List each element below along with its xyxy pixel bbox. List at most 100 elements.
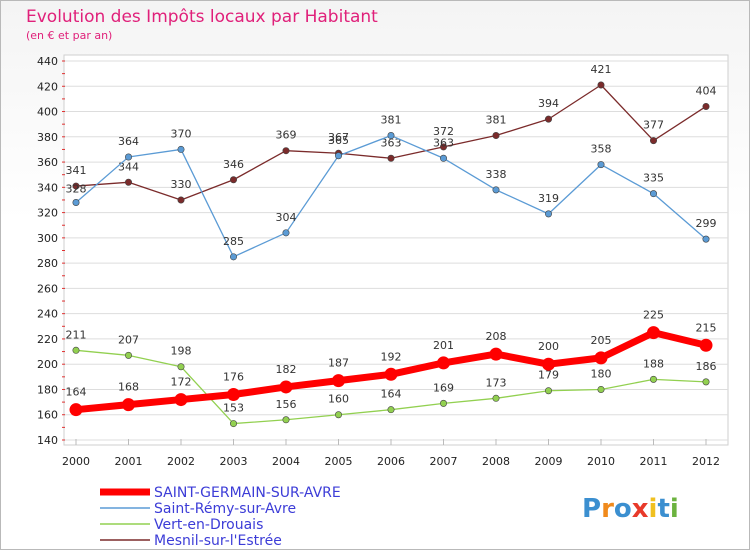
- y-tick-label: 260: [37, 282, 58, 295]
- data-point: [542, 357, 555, 371]
- y-tick-label: 320: [37, 207, 58, 220]
- data-point: [279, 380, 293, 394]
- chart-title: Evolution des Impôts locaux par Habitant: [26, 7, 378, 27]
- data-label: 180: [591, 367, 612, 380]
- series-3: 211 207 198 153 156 160 164 169 173 179 180 188 186: [66, 328, 717, 428]
- data-label: 319: [538, 192, 559, 205]
- x-tick-label: 2006: [377, 455, 405, 468]
- data-label: 367: [328, 131, 349, 144]
- data-point: [387, 406, 395, 414]
- x-tick-label: 2003: [220, 455, 248, 468]
- y-tick-label: 240: [37, 308, 58, 321]
- data-label: 188: [643, 357, 664, 370]
- data-label: 186: [696, 360, 717, 373]
- data-point: [282, 229, 290, 237]
- data-point: [492, 132, 500, 140]
- y-tick-label: 280: [37, 257, 58, 270]
- data-point: [702, 235, 710, 243]
- data-label: 381: [486, 114, 507, 127]
- logo-letter: t: [657, 494, 669, 524]
- data-point: [594, 351, 608, 365]
- data-point: [227, 388, 240, 402]
- x-tick-label: 2005: [325, 455, 353, 468]
- x-tick-label: 2004: [272, 455, 300, 468]
- data-label: 363: [381, 136, 402, 149]
- data-point: [230, 253, 238, 261]
- legend-label: SAINT-GERMAIN-SUR-AVRE: [154, 485, 341, 501]
- data-point: [649, 137, 657, 145]
- data-label: 365: [328, 134, 349, 147]
- data-label: 381: [381, 114, 402, 127]
- data-label: 372: [433, 125, 454, 138]
- data-point: [282, 147, 290, 155]
- y-tick-label: 180: [37, 383, 58, 396]
- data-label: 164: [381, 388, 402, 401]
- data-point: [387, 154, 395, 162]
- logo-letter: i: [649, 494, 658, 524]
- data-label: 173: [486, 376, 507, 389]
- data-label: 187: [328, 357, 349, 370]
- x-tick-label: 2010: [587, 455, 615, 468]
- data-label: 370: [171, 127, 192, 140]
- data-point: [492, 186, 500, 194]
- data-point: [125, 351, 133, 359]
- data-label: 344: [118, 160, 139, 173]
- data-label: 299: [696, 217, 717, 230]
- y-tick-label: 140: [37, 434, 58, 447]
- data-label: 304: [276, 211, 297, 224]
- data-point: [177, 363, 185, 371]
- data-label: 200: [538, 340, 559, 353]
- y-tick-label: 360: [37, 156, 58, 169]
- data-label: 338: [486, 168, 507, 181]
- data-point: [72, 346, 80, 354]
- x-tick-label: 2008: [482, 455, 510, 468]
- data-label: 335: [643, 172, 664, 185]
- data-point: [69, 403, 83, 417]
- data-label: 156: [276, 398, 297, 411]
- data-point: [230, 420, 238, 428]
- data-label: 192: [381, 350, 402, 363]
- data-label: 328: [66, 182, 87, 195]
- x-tick-label: 2002: [167, 455, 195, 468]
- data-point: [334, 411, 342, 419]
- data-label: 285: [223, 235, 244, 248]
- y-tick-label: 340: [37, 181, 58, 194]
- data-label: 160: [328, 393, 349, 406]
- data-label: 346: [223, 158, 244, 171]
- data-point: [72, 182, 80, 190]
- data-point: [437, 356, 450, 370]
- data-label: 364: [118, 135, 139, 148]
- series-1: 164 168 172 176 182 187 192 201 208 200 205 225 215: [66, 309, 717, 417]
- plot-background: [63, 54, 729, 446]
- series-2: 328 364 370 285 304 365 381 363 338 319 358 335 299: [66, 114, 717, 261]
- data-point: [597, 161, 605, 169]
- x-tick-label: 2000: [62, 455, 90, 468]
- data-label: 369: [276, 129, 297, 142]
- data-label: 363: [433, 136, 454, 149]
- logo-letter: r: [601, 494, 614, 524]
- legend-label: Vert-en-Drouais: [154, 517, 263, 533]
- data-label: 225: [643, 309, 664, 322]
- legend-label: Mesnil-sur-l'Estrée: [154, 533, 282, 549]
- data-point: [597, 81, 605, 89]
- data-label: 341: [66, 164, 87, 177]
- data-label: 179: [538, 369, 559, 382]
- data-point: [439, 399, 447, 407]
- data-point: [649, 375, 657, 383]
- data-label: 153: [223, 402, 244, 415]
- data-point: [387, 132, 395, 140]
- data-point: [597, 385, 605, 393]
- data-point: [544, 115, 552, 123]
- data-point: [439, 154, 447, 162]
- data-point: [177, 196, 185, 204]
- data-label: 169: [433, 381, 454, 394]
- data-point: [699, 338, 713, 352]
- data-label: 330: [171, 178, 192, 191]
- data-label: 198: [171, 345, 192, 358]
- data-point: [544, 387, 552, 395]
- data-point: [122, 398, 135, 412]
- data-point: [174, 393, 188, 407]
- data-point: [384, 367, 398, 381]
